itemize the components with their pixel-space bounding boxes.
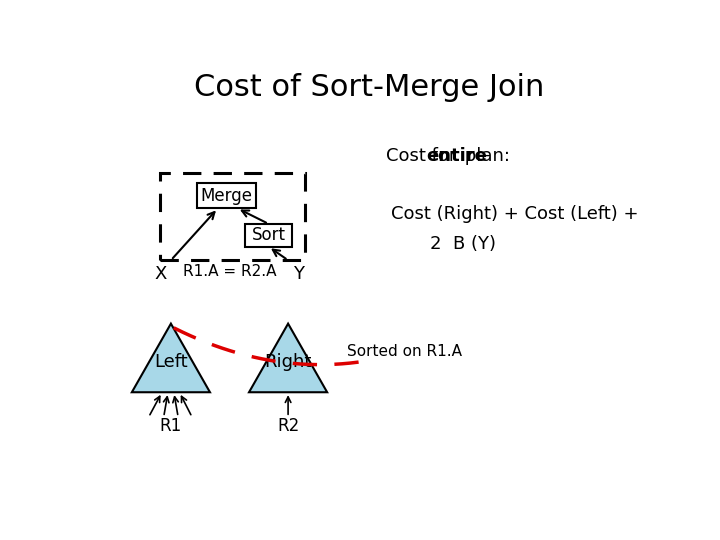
Text: Sort: Sort	[251, 226, 286, 244]
Text: R1.A = R2.A: R1.A = R2.A	[183, 265, 276, 279]
Bar	[160, 173, 305, 260]
Text: Cost (Right) + Cost (Left) +: Cost (Right) + Cost (Left) +	[392, 206, 639, 224]
Bar	[197, 183, 256, 208]
Text: Sorted on R1.A: Sorted on R1.A	[347, 344, 462, 359]
Text: Right: Right	[264, 353, 312, 371]
Text: X: X	[155, 265, 167, 283]
Text: R1: R1	[160, 417, 182, 435]
Text: entire: entire	[426, 147, 487, 165]
Text: 2  B (Y): 2 B (Y)	[431, 234, 496, 253]
Text: Left: Left	[154, 353, 188, 371]
Text: R2: R2	[277, 417, 300, 435]
Text: Merge: Merge	[201, 187, 253, 205]
Polygon shape	[249, 323, 327, 392]
Text: plan:: plan:	[459, 147, 510, 165]
Bar	[245, 224, 292, 247]
Text: Y: Y	[292, 265, 304, 283]
Text: Cost of Sort-Merge Join: Cost of Sort-Merge Join	[194, 73, 544, 102]
Text: Cost for: Cost for	[386, 147, 462, 165]
Polygon shape	[132, 323, 210, 392]
